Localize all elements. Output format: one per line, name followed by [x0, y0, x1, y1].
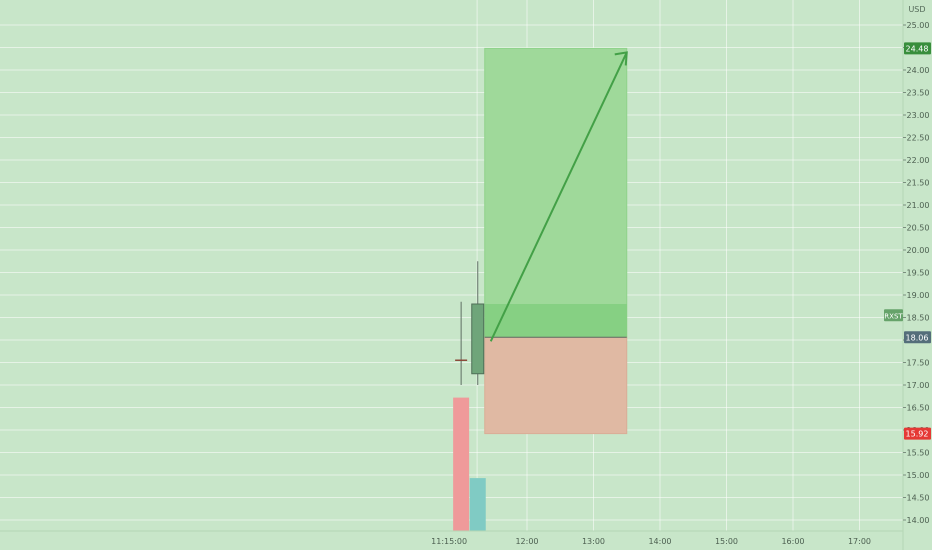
candles[interactable]: [455, 261, 485, 385]
price-tick-label: 20.50: [907, 224, 930, 233]
price-tick-label: 24.00: [907, 66, 930, 75]
price-tick-label: 21.50: [907, 179, 930, 188]
filled-zone: [484, 304, 627, 338]
price-tick-label: 25.00: [907, 21, 930, 30]
time-tick-label: 17:00: [848, 537, 871, 546]
position-zones[interactable]: [484, 47, 628, 435]
target-arrow[interactable]: [489, 51, 628, 342]
price-tick-label: 17.50: [907, 359, 930, 368]
price-tick-label: 17.00: [907, 381, 930, 390]
profit-zone[interactable]: [484, 47, 628, 338]
time-tick-label: 12:00: [515, 537, 538, 546]
price-labels: 24.48 18.06 15.92 RXST: [884, 42, 931, 440]
symbol-tag: [884, 309, 903, 322]
time-tick-label: 13:00: [582, 537, 605, 546]
volume-bar: [453, 397, 470, 531]
time-tick-label: 15:00: [715, 537, 738, 546]
price-tick-label: 14.50: [907, 494, 930, 503]
price-tick-label: 22.00: [907, 156, 930, 165]
price-tick-label: 15.50: [907, 449, 930, 458]
price-tick-label: 19.00: [907, 291, 930, 300]
loss-zone[interactable]: [484, 336, 628, 435]
price-tick-label: 18.50: [907, 314, 930, 323]
price-tick-label: 23.50: [907, 89, 930, 98]
time-axis[interactable]: 11:15:00 12:00 13:00 14:00 15:00 16:00 17:00: [431, 537, 871, 546]
stop-price-label: 15.92: [906, 430, 929, 439]
last-price-label: 18.06: [906, 333, 929, 342]
stop-price-tag: [904, 427, 931, 440]
price-tick-label: 22.50: [907, 134, 930, 143]
last-price-tag: [904, 331, 931, 344]
price-tick-label: 14.00: [907, 516, 930, 525]
time-tick-label: 16:00: [781, 537, 804, 546]
target-price-label: 24.48: [906, 44, 929, 53]
price-tick-label: 15.00: [907, 471, 930, 480]
symbol-tag-label: RXST: [884, 312, 903, 320]
arrow-line[interactable]: [489, 51, 628, 342]
time-tick-label: 11:15:00: [431, 537, 467, 546]
volume-bars: [453, 397, 486, 531]
target-price-tag: [904, 42, 931, 55]
price-tick-label: 21.00: [907, 201, 930, 210]
grid-lines: [0, 0, 903, 531]
price-tick-label: 20.00: [907, 246, 930, 255]
volume-bar: [469, 478, 486, 531]
currency-label: USD: [908, 5, 925, 14]
price-tick-label: 23.00: [907, 111, 930, 120]
price-tick-label: 19.50: [907, 269, 930, 278]
arrow-head[interactable]: [614, 51, 628, 66]
time-tick-label: 14:00: [648, 537, 671, 546]
price-tick-label: 16.50: [907, 404, 930, 413]
candle-body[interactable]: [471, 303, 485, 375]
